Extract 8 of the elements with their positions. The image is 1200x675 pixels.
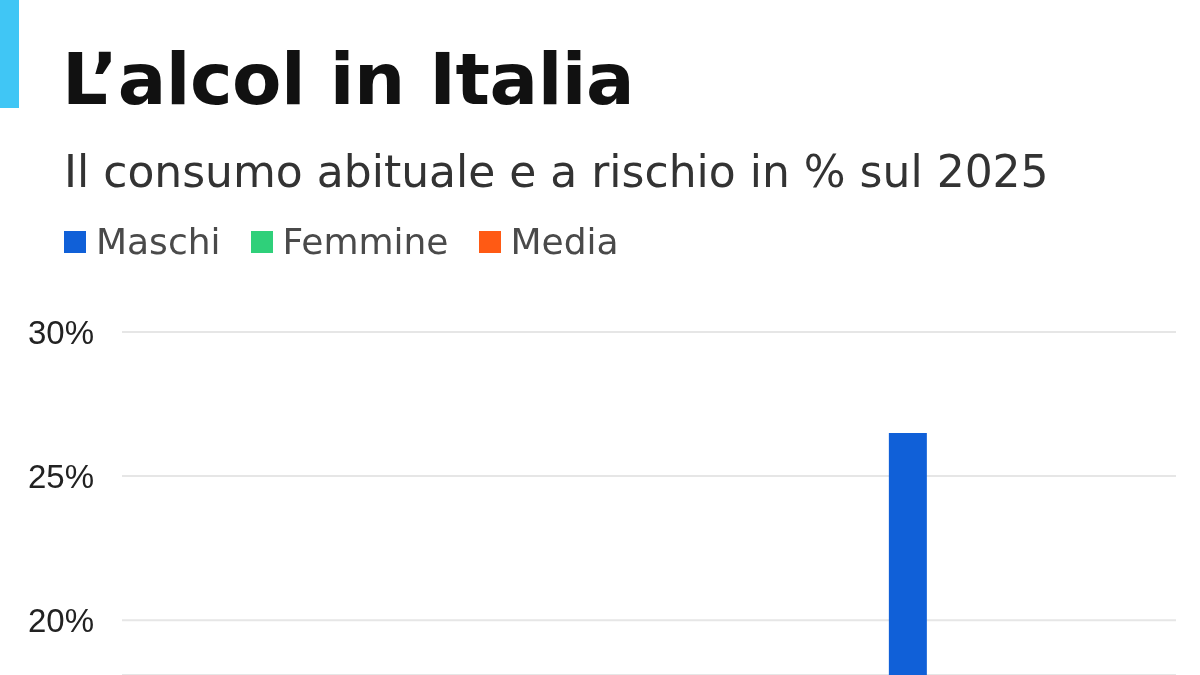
legend-label: Femmine bbox=[282, 221, 449, 262]
y-tick-label: 25% bbox=[27, 457, 94, 495]
chart-title: L’alcol in Italia bbox=[62, 36, 635, 123]
y-tick-label: 20% bbox=[27, 601, 94, 639]
chart-subtitle: Il consumo abituale e a rischio in % sul 2025 bbox=[64, 145, 1049, 199]
legend-label: Maschi bbox=[96, 221, 221, 262]
legend-label: Media bbox=[510, 221, 619, 262]
y-tick-label: 30% bbox=[27, 313, 94, 351]
